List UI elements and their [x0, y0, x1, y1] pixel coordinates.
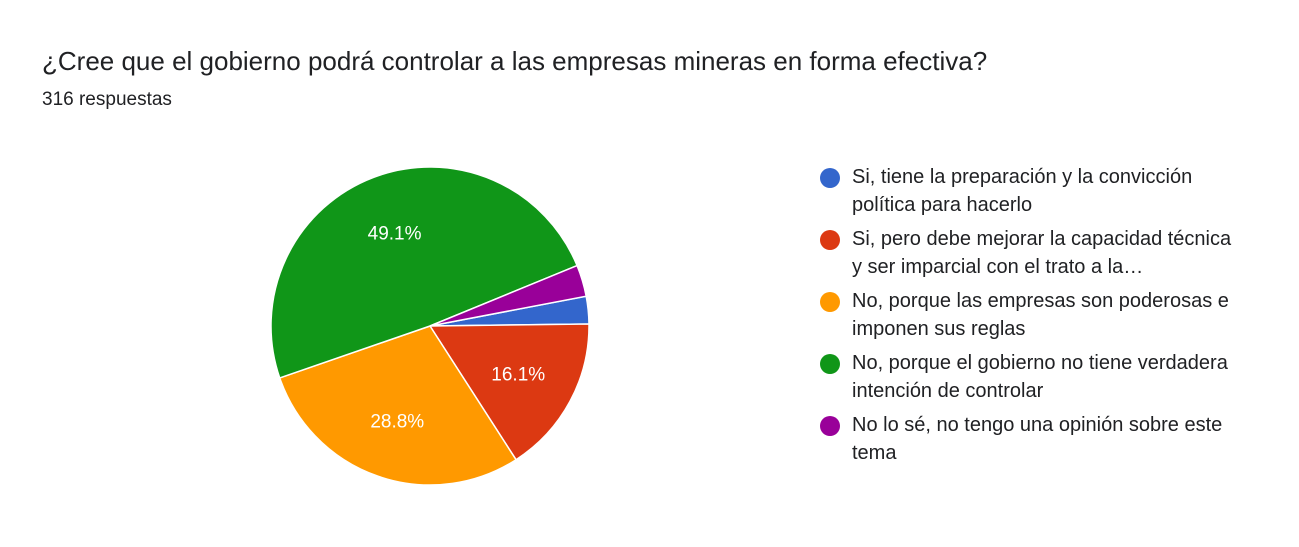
legend-label: No, porque el gobierno no tiene verdader…: [852, 352, 1228, 402]
pie-chart-area: 16.1% 28.8% 49.1%: [240, 140, 620, 520]
legend-swatch-icon: [820, 168, 840, 188]
legend-swatch-icon: [820, 230, 840, 250]
legend-item-1[interactable]: Si, tiene la preparación y la convicción…: [820, 163, 1280, 219]
pie-slice-3[interactable]: [278, 325, 518, 486]
legend-item-3[interactable]: No, porque las empresas son poderosas e …: [820, 287, 1280, 343]
legend-swatch-icon: [820, 354, 840, 374]
pie-slice-label-2: 16.1%: [491, 364, 545, 385]
legend-item-2[interactable]: Si, pero debe mejorar la capacidad técni…: [820, 225, 1280, 281]
pie-slice-label-3: 28.8%: [370, 412, 424, 433]
legend-label: Si, tiene la preparación y la convicción…: [852, 166, 1193, 216]
pie-slice-4[interactable]: [270, 166, 579, 379]
response-count: 316 respuestas: [42, 89, 172, 110]
pie-slice-label-4: 49.1%: [368, 223, 422, 244]
legend-label: Si, pero debe mejorar la capacidad técni…: [852, 228, 1232, 278]
legend-label: No lo sé, no tengo una opinión sobre est…: [852, 414, 1223, 464]
pie-slice-2[interactable]: [428, 323, 590, 461]
legend-label: No, porque las empresas son poderosas e …: [852, 290, 1229, 340]
pie-slice-5[interactable]: [429, 264, 588, 327]
legend-item-4[interactable]: No, porque el gobierno no tiene verdader…: [820, 349, 1280, 405]
pie-chart: 16.1% 28.8% 49.1%: [270, 166, 590, 486]
chart-legend: Si, tiene la preparación y la convicción…: [820, 163, 1280, 473]
legend-swatch-icon: [820, 416, 840, 436]
chart-title: ¿Cree que el gobierno podrá controlar a …: [42, 46, 988, 76]
legend-item-5[interactable]: No lo sé, no tengo una opinión sobre est…: [820, 411, 1280, 467]
legend-swatch-icon: [820, 292, 840, 312]
